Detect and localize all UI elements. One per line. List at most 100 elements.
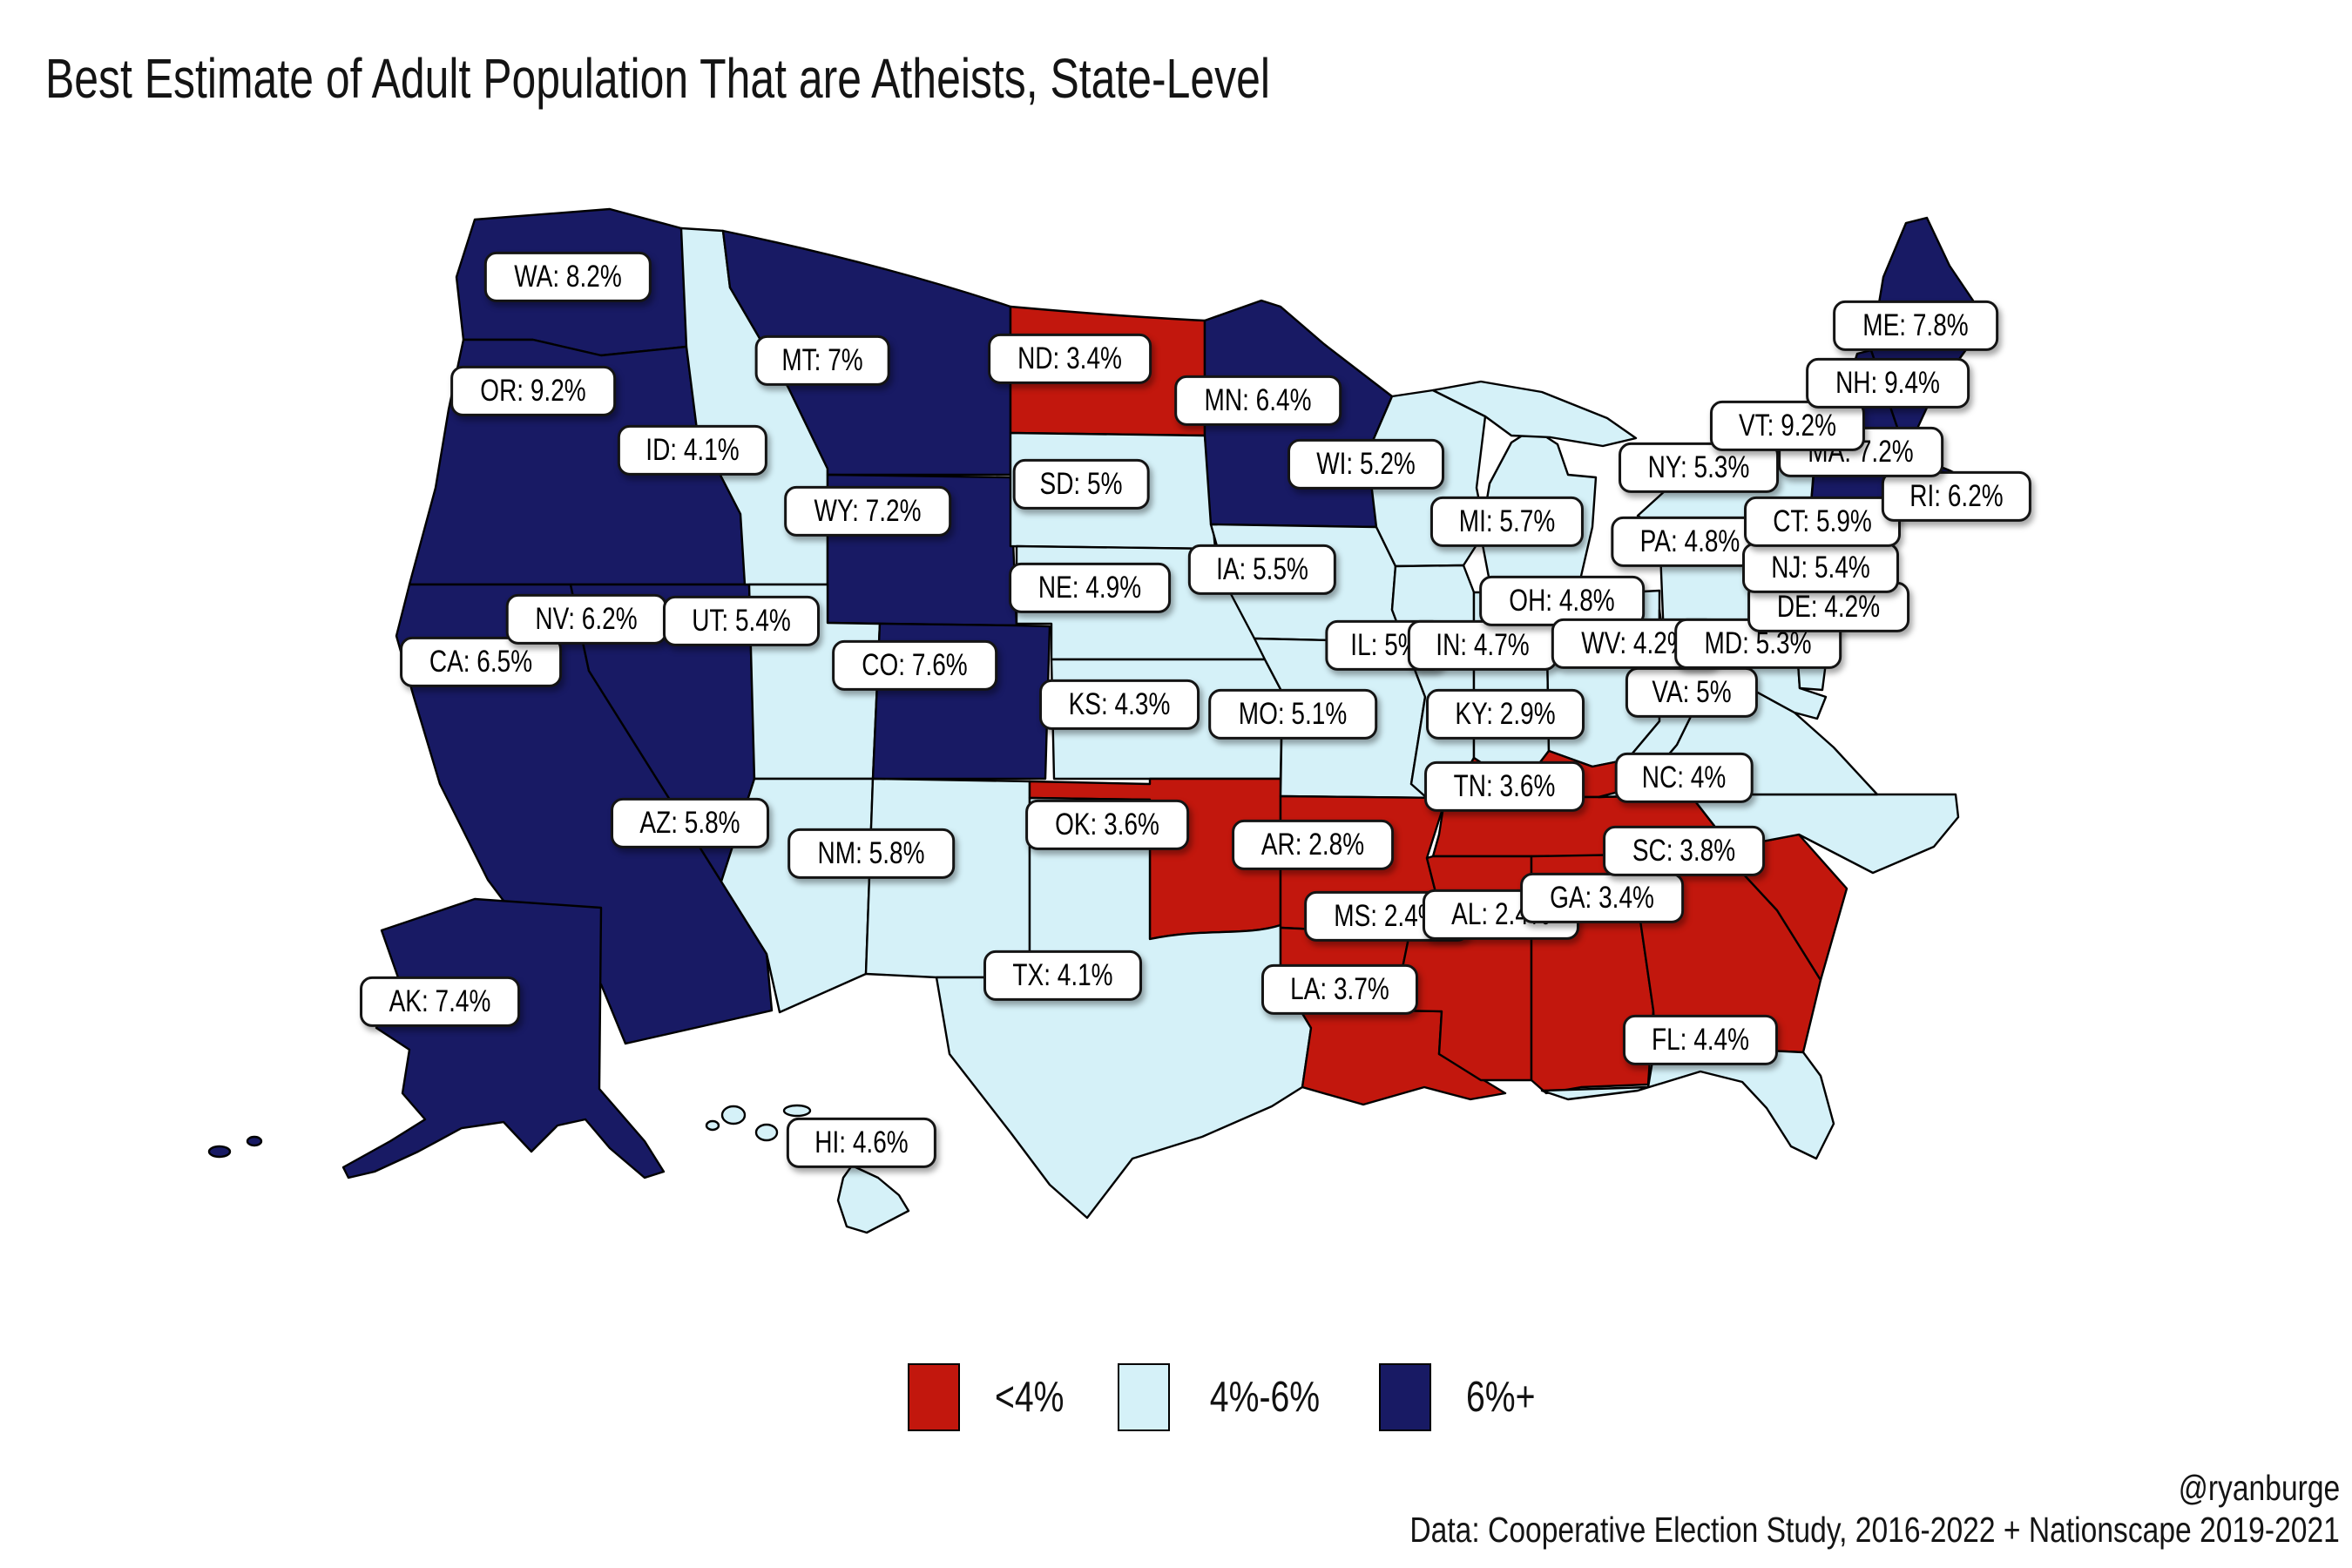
state-label-text: SD: 5% bbox=[1039, 466, 1123, 501]
state-label-tn: TN: 3.6% bbox=[1424, 760, 1585, 813]
state-label-text: TN: 3.6% bbox=[1453, 768, 1556, 803]
state-label-text: WY: 7.2% bbox=[814, 493, 922, 528]
state-label-text: NV: 6.2% bbox=[535, 601, 638, 636]
state-label-or: OR: 9.2% bbox=[450, 365, 616, 417]
state-label-tx: TX: 4.1% bbox=[983, 950, 1142, 1002]
state-hi-oahu bbox=[754, 1123, 779, 1142]
state-label-text: ID: 4.1% bbox=[645, 432, 740, 467]
legend-item-low: <4% bbox=[908, 1363, 1072, 1431]
state-hi-kauai bbox=[720, 1105, 747, 1125]
state-hi-niihau bbox=[705, 1119, 720, 1132]
state-label-text: RI: 6.2% bbox=[1909, 478, 2004, 513]
state-label-co: CO: 7.6% bbox=[832, 639, 997, 692]
state-label-vt: VT: 9.2% bbox=[1709, 400, 1866, 452]
state-label-sd: SD: 5% bbox=[1012, 458, 1150, 510]
legend-item-mid: 4%-6% bbox=[1118, 1363, 1334, 1431]
state-label-text: SC: 3.8% bbox=[1632, 833, 1736, 868]
state-label-mi: MI: 5.7% bbox=[1429, 496, 1585, 548]
state-label-text: MS: 2.4% bbox=[1334, 898, 1440, 933]
state-label-id: ID: 4.1% bbox=[617, 424, 768, 476]
state-label-ar: AR: 2.8% bbox=[1232, 819, 1394, 871]
state-label-ca: CA: 6.5% bbox=[400, 636, 562, 688]
page-title: Best Estimate of Adult Population That a… bbox=[45, 46, 1270, 110]
legend-label-mid: 4%-6% bbox=[1210, 1374, 1321, 1421]
state-label-text: NM: 5.8% bbox=[817, 835, 925, 870]
state-label-nc: NC: 4% bbox=[1614, 752, 1754, 804]
state-hi-bigisland bbox=[836, 1164, 910, 1234]
state-label-la: LA: 3.7% bbox=[1260, 963, 1419, 1016]
state-label-pa: PA: 4.8% bbox=[1611, 516, 1769, 568]
state-label-text: NC: 4% bbox=[1641, 760, 1727, 794]
state-tx bbox=[935, 796, 1313, 1220]
state-label-text: CT: 5.9% bbox=[1773, 504, 1872, 538]
legend-swatch-low bbox=[908, 1363, 960, 1431]
state-label-ct: CT: 5.9% bbox=[1744, 496, 1901, 548]
state-label-text: PA: 4.8% bbox=[1639, 524, 1740, 558]
state-label-ks: KS: 4.3% bbox=[1039, 679, 1200, 731]
state-label-ny: NY: 5.3% bbox=[1619, 442, 1779, 494]
legend: <4% 4%-6% 6%+ bbox=[908, 1363, 1590, 1431]
state-label-text: OH: 4.8% bbox=[1509, 583, 1615, 618]
state-label-mt: MT: 7% bbox=[754, 335, 890, 387]
state-label-fl: FL: 4.4% bbox=[1622, 1014, 1779, 1066]
state-label-oh: OH: 4.8% bbox=[1479, 575, 1645, 627]
legend-item-high: 6%+ bbox=[1379, 1363, 1544, 1431]
state-label-text: HI: 4.6% bbox=[814, 1125, 909, 1159]
state-label-text: MO: 5.1% bbox=[1238, 696, 1348, 731]
attribution-source: Data: Cooperative Election Study, 2016-2… bbox=[1409, 1510, 2340, 1551]
state-label-text: NJ: 5.4% bbox=[1771, 550, 1870, 585]
state-label-ri: RI: 6.2% bbox=[1881, 470, 2032, 523]
state-label-text: WV: 4.2% bbox=[1581, 625, 1689, 660]
state-label-text: TX: 4.1% bbox=[1012, 957, 1113, 992]
state-label-mo: MO: 5.1% bbox=[1208, 688, 1377, 740]
state-label-ga: GA: 3.4% bbox=[1520, 872, 1684, 924]
state-label-nh: NH: 9.4% bbox=[1806, 357, 1970, 409]
state-label-text: IN: 4.7% bbox=[1436, 627, 1530, 662]
legend-label-low: <4% bbox=[994, 1374, 1064, 1421]
state-label-text: AZ: 5.8% bbox=[639, 805, 740, 840]
state-label-text: GA: 3.4% bbox=[1550, 880, 1654, 915]
state-label-text: MI: 5.7% bbox=[1458, 504, 1556, 538]
state-label-text: FL: 4.4% bbox=[1651, 1022, 1750, 1057]
state-label-text: WA: 8.2% bbox=[514, 259, 622, 294]
state-label-wy: WY: 7.2% bbox=[784, 485, 951, 537]
state-label-text: CA: 6.5% bbox=[429, 644, 533, 679]
legend-swatch-high bbox=[1379, 1363, 1432, 1431]
state-label-text: WI: 5.2% bbox=[1316, 446, 1416, 481]
state-label-text: DE: 4.2% bbox=[1776, 589, 1881, 624]
state-label-text: IA: 5.5% bbox=[1216, 551, 1308, 586]
state-label-text: CO: 7.6% bbox=[862, 647, 968, 682]
state-label-va: VA: 5% bbox=[1625, 666, 1759, 719]
state-label-me: ME: 7.8% bbox=[1833, 300, 1998, 352]
state-label-ak: AK: 7.4% bbox=[360, 976, 520, 1028]
state-mi-upper bbox=[1431, 380, 1638, 448]
state-label-wi: WI: 5.2% bbox=[1288, 438, 1444, 490]
state-label-text: MT: 7% bbox=[781, 342, 863, 377]
state-label-text: LA: 3.7% bbox=[1290, 971, 1389, 1006]
state-label-text: VA: 5% bbox=[1652, 674, 1732, 709]
state-label-in: IN: 4.7% bbox=[1407, 619, 1558, 672]
state-label-text: ND: 3.4% bbox=[1017, 341, 1122, 375]
state-label-text: OR: 9.2% bbox=[480, 373, 586, 408]
attribution-handle: @ryanburge bbox=[2178, 1468, 2340, 1508]
state-label-text: MN: 6.4% bbox=[1204, 382, 1312, 417]
state-ak-island bbox=[207, 1145, 232, 1159]
state-label-sc: SC: 3.8% bbox=[1603, 825, 1765, 877]
state-label-ky: KY: 2.9% bbox=[1426, 688, 1585, 740]
state-label-nj: NJ: 5.4% bbox=[1742, 542, 1899, 594]
state-label-text: OK: 3.6% bbox=[1055, 807, 1159, 841]
state-label-text: ME: 7.8% bbox=[1862, 308, 1969, 342]
state-label-text: KY: 2.9% bbox=[1455, 696, 1556, 731]
attribution: @ryanburge Data: Cooperative Election St… bbox=[1206, 1467, 2340, 1551]
state-label-ok: OK: 3.6% bbox=[1025, 799, 1189, 851]
state-label-hi: HI: 4.6% bbox=[786, 1117, 937, 1169]
state-ak-island bbox=[246, 1135, 263, 1147]
state-label-mn: MN: 6.4% bbox=[1174, 375, 1342, 427]
state-label-ut: UT: 5.4% bbox=[663, 595, 820, 647]
state-label-text: NH: 9.4% bbox=[1835, 365, 1940, 400]
legend-label-high: 6%+ bbox=[1466, 1374, 1536, 1421]
legend-swatch-mid bbox=[1118, 1363, 1171, 1431]
state-label-wa: WA: 8.2% bbox=[483, 251, 652, 303]
